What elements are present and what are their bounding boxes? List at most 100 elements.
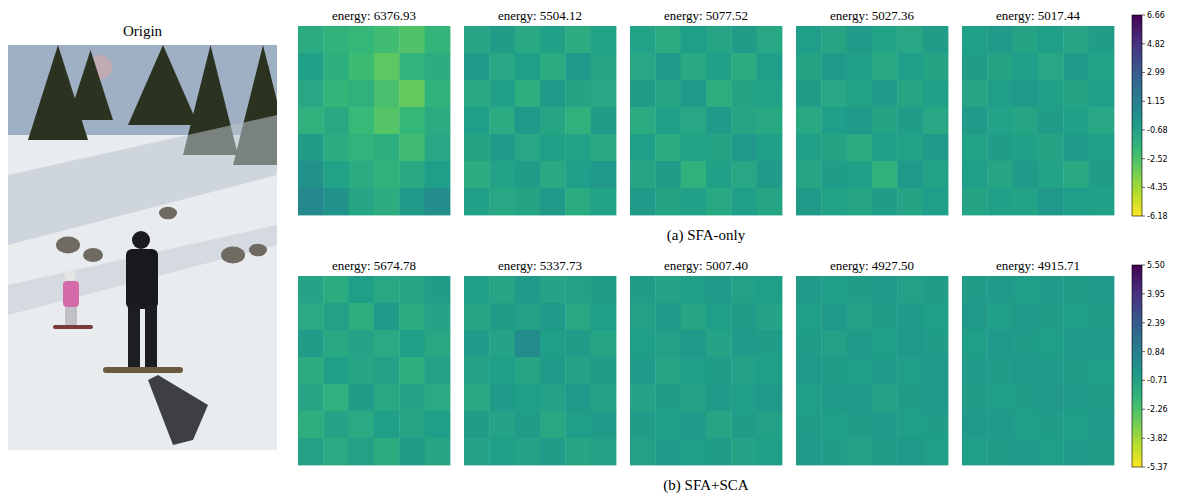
heatmap-cell xyxy=(731,161,757,188)
heatmap-cell xyxy=(374,188,400,215)
heatmap-cell xyxy=(731,26,757,53)
heatmap-cell xyxy=(399,107,425,134)
heatmap-cell xyxy=(706,188,732,215)
skier-leg xyxy=(145,305,157,370)
heatmap-cell xyxy=(821,330,847,357)
heatmap-cell xyxy=(1063,411,1089,438)
heatmap-cell xyxy=(1013,26,1039,53)
heatmap-cell xyxy=(1038,188,1064,215)
heatmap-cell xyxy=(872,330,898,357)
heatmap-cell xyxy=(897,107,923,134)
heatmap-cell xyxy=(399,80,425,107)
heatmap xyxy=(298,26,450,215)
heatmap xyxy=(796,276,948,465)
heatmap-cell xyxy=(565,411,591,438)
heatmap-cell xyxy=(565,80,591,107)
heatmap-cell xyxy=(1089,161,1115,188)
heatmap-cell xyxy=(630,357,656,384)
heatmap-cell xyxy=(425,303,451,330)
colorbar-tick xyxy=(1142,380,1145,381)
heatmap-cell xyxy=(1013,411,1039,438)
colorbar-tick xyxy=(1142,129,1145,130)
heatmap-cell xyxy=(872,107,898,134)
heatmap-cell xyxy=(821,303,847,330)
heatmap-cell xyxy=(987,161,1013,188)
heatmap-cell xyxy=(987,134,1013,161)
heatmap-cell xyxy=(1013,134,1039,161)
heatmap-cell xyxy=(962,276,988,303)
heatmap-cell xyxy=(515,438,541,465)
heatmap-cell xyxy=(323,107,349,134)
panel-title: energy: 5077.52 xyxy=(664,8,748,23)
heatmap-cell xyxy=(515,80,541,107)
heatmap-cell xyxy=(821,438,847,465)
heatmap-cell xyxy=(540,26,566,53)
heatmap-cell xyxy=(897,188,923,215)
heatmap-cell xyxy=(731,384,757,411)
heatmap-cell xyxy=(591,53,617,80)
heatmap-cell xyxy=(1063,438,1089,465)
heatmap-cell xyxy=(655,26,681,53)
heatmap-cell xyxy=(821,80,847,107)
heatmap-cell xyxy=(540,357,566,384)
heatmap-cell xyxy=(464,276,490,303)
heatmap-cell xyxy=(464,53,490,80)
heatmap-cell xyxy=(1013,107,1039,134)
heatmap-cell xyxy=(1013,357,1039,384)
shadow xyxy=(148,375,208,445)
heatmap-cell xyxy=(374,411,400,438)
heatmap-cell xyxy=(923,438,949,465)
heatmap-cell xyxy=(847,384,873,411)
heatmap-cell xyxy=(399,53,425,80)
heatmap-cell xyxy=(1038,411,1064,438)
heatmap-cell xyxy=(298,188,324,215)
heatmap-cell xyxy=(987,303,1013,330)
heatmap-cell xyxy=(796,411,822,438)
heatmap-cell xyxy=(655,438,681,465)
heatmap-cell xyxy=(515,384,541,411)
tree xyxy=(68,50,113,120)
heatmap-cell xyxy=(796,80,822,107)
heatmap-cell xyxy=(681,26,707,53)
heatmap-cell xyxy=(923,53,949,80)
heatmap-cell xyxy=(1089,134,1115,161)
heatmap-cell xyxy=(515,303,541,330)
heatmap-cell xyxy=(489,188,515,215)
heatmap-cell xyxy=(565,357,591,384)
heatmap-cell xyxy=(565,26,591,53)
colorbar-tick xyxy=(1142,158,1145,159)
heatmap-cell xyxy=(515,134,541,161)
colorbar-tick xyxy=(1142,467,1145,468)
heatmap-cell xyxy=(897,53,923,80)
heatmap-cell xyxy=(757,80,783,107)
heatmap-cell xyxy=(464,411,490,438)
heatmap-cell xyxy=(731,53,757,80)
heatmap-cell xyxy=(796,53,822,80)
heatmap-cell xyxy=(1089,411,1115,438)
colorbar xyxy=(1132,15,1142,216)
heatmap-cell xyxy=(515,26,541,53)
heatmap-cell xyxy=(847,134,873,161)
heatmap-cell xyxy=(349,26,375,53)
heatmap-cell xyxy=(987,384,1013,411)
rock xyxy=(159,207,177,220)
heatmap-cell xyxy=(821,276,847,303)
heatmap-cell xyxy=(897,330,923,357)
heatmap-cell xyxy=(1089,80,1115,107)
heatmap-cell xyxy=(591,107,617,134)
heatmap-cell xyxy=(897,303,923,330)
heatmap-cell xyxy=(731,107,757,134)
heatmap-cell xyxy=(298,438,324,465)
heatmap-cell xyxy=(923,276,949,303)
heatmap-cell xyxy=(821,411,847,438)
heatmap-cell xyxy=(923,330,949,357)
panel-title: energy: 4915.71 xyxy=(996,258,1080,273)
heatmap-cell xyxy=(425,53,451,80)
panel-title: energy: 5027.36 xyxy=(830,8,915,23)
heatmap-cell xyxy=(872,26,898,53)
heatmap-cell xyxy=(872,276,898,303)
heatmap-cell xyxy=(706,276,732,303)
heatmap-cell xyxy=(962,411,988,438)
heatmap-cell xyxy=(425,276,451,303)
heatmap-cell xyxy=(731,357,757,384)
